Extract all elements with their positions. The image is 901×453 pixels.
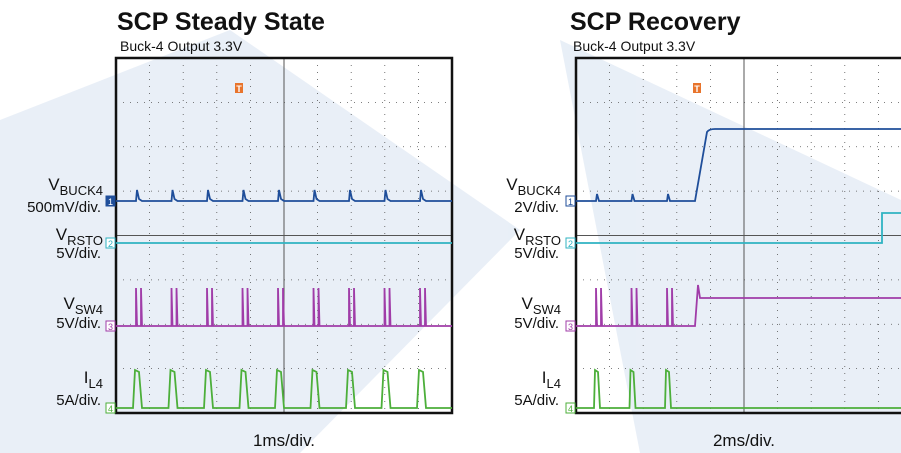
channel-symbol: V: [48, 175, 60, 194]
timebase: 1ms/div.: [253, 431, 315, 450]
channel-scale: 2V/div.: [514, 199, 559, 216]
channel-symbol: V: [514, 225, 526, 244]
channel-symbol: V: [56, 225, 68, 244]
channel-symbol: V: [506, 175, 518, 194]
channel-name: IL4: [542, 368, 561, 391]
channel-name: VSW4: [521, 294, 561, 317]
panel-title: SCP Recovery: [570, 8, 741, 36]
channel-marker-label: 2: [108, 239, 113, 249]
channel-marker-label: 1: [108, 197, 113, 207]
panel-title: SCP Steady State: [117, 8, 325, 36]
channel-marker-label: 2: [568, 239, 573, 249]
scope-figure: SCP Steady StateBuck-4 Output 3.3VTVBUCK…: [0, 0, 901, 453]
channel-marker-label: 4: [568, 404, 573, 414]
channel-marker-label: 3: [568, 322, 573, 332]
channel-subscript: BUCK4: [60, 183, 103, 198]
channel-scale: 5A/div.: [514, 392, 559, 409]
trigger-label: T: [236, 84, 242, 94]
channel-symbol: V: [63, 294, 75, 313]
channel-subscript: L4: [547, 376, 561, 391]
channel-marker-label: 3: [108, 322, 113, 332]
channel-subscript: BUCK4: [518, 183, 561, 198]
channel-symbol: V: [521, 294, 533, 313]
channel-scale: 500mV/div.: [27, 199, 101, 216]
channel-scale: 5V/div.: [56, 245, 101, 262]
channel-scale: 5A/div.: [56, 392, 101, 409]
channel-scale: 5V/div.: [56, 315, 101, 332]
channel-subscript: L4: [89, 376, 103, 391]
timebase: 2ms/div.: [713, 431, 775, 450]
channel-marker-label: 4: [108, 404, 113, 414]
channel-marker-label: 1: [568, 197, 573, 207]
trigger-label: T: [694, 84, 700, 94]
channel-name: VBUCK4: [506, 175, 561, 198]
panel-subtitle: Buck-4 Output 3.3V: [120, 38, 243, 54]
channel-scale: 5V/div.: [514, 315, 559, 332]
watermark: [0, 30, 901, 453]
channel-scale: 5V/div.: [514, 245, 559, 262]
panel-subtitle: Buck-4 Output 3.3V: [573, 38, 696, 54]
